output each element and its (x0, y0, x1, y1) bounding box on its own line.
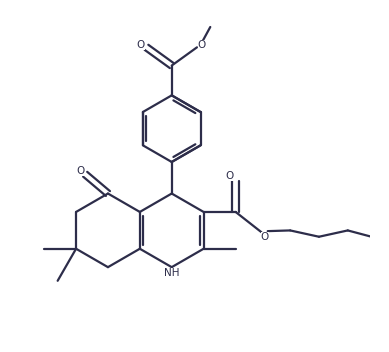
Text: NH: NH (164, 269, 179, 278)
Text: O: O (137, 40, 145, 50)
Text: O: O (198, 40, 206, 50)
Text: O: O (261, 232, 269, 242)
Text: O: O (225, 171, 233, 181)
Text: O: O (76, 166, 84, 176)
